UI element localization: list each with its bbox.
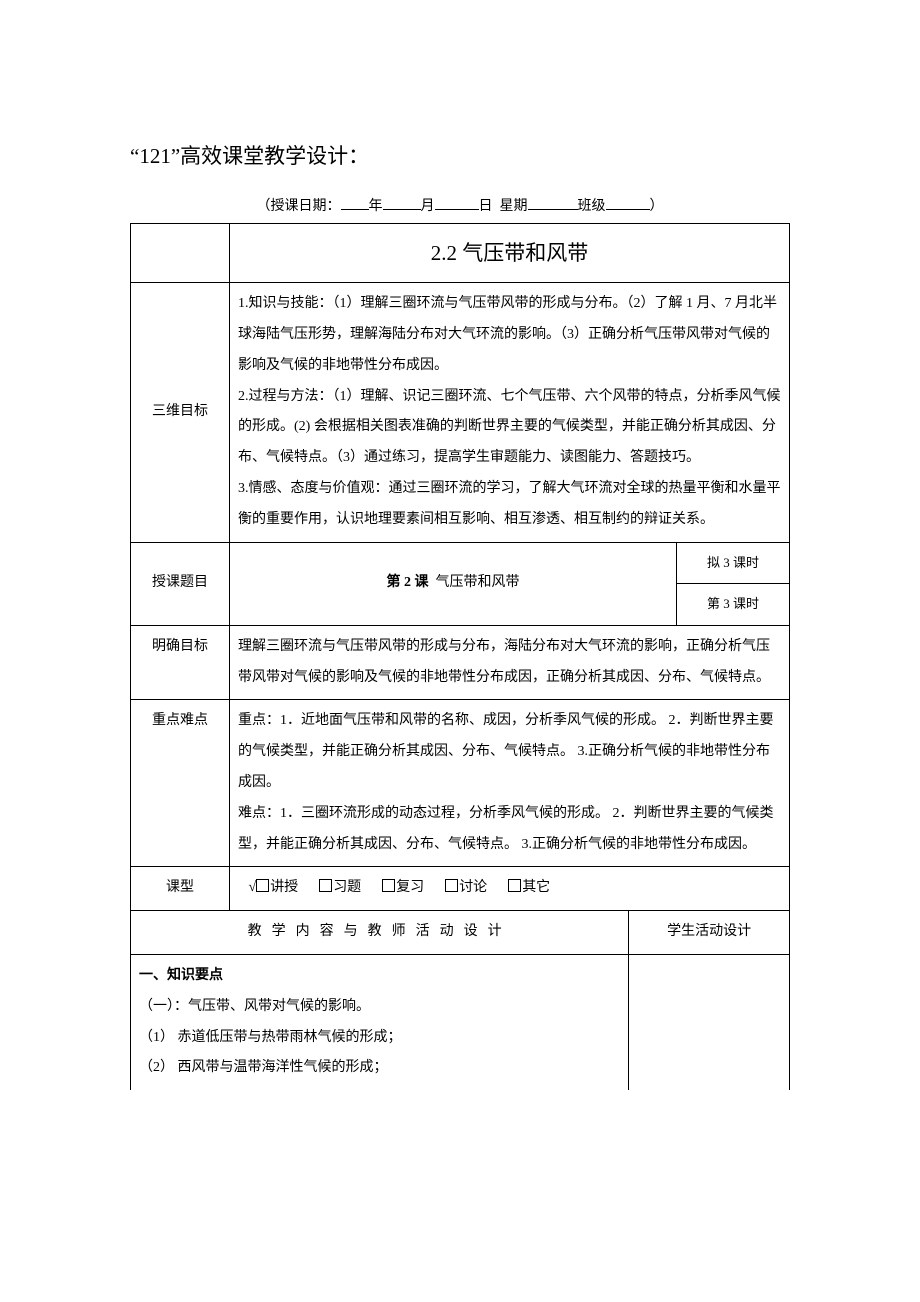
class-label: 班级 [578, 199, 606, 214]
content-p2: （1） 赤道低压带与热带雨林气候的形成； [139, 1023, 620, 1054]
option-review: 复习 [396, 880, 424, 895]
keypoints-label: 重点难点 [131, 700, 230, 867]
weekday-label: 星期 [500, 199, 528, 214]
keypoints-row: 重点难点 重点：1．近地面气压带和风带的名称、成因，分析季风气候的形成。 2．判… [131, 700, 790, 867]
option-discuss: 讨论 [459, 880, 487, 895]
checkbox-icon [319, 879, 332, 892]
goals-content: 1.知识与技能：（1）理解三圈环流与气压带风带的形成与分布。（2）了解 1 月、… [238, 296, 781, 527]
year-blank [341, 194, 369, 210]
period-plan: 拟 3 课时 [677, 542, 790, 584]
lesson-plan-table: 2.2 气压带和风带 三维目标 1.知识与技能：（1）理解三圈环流与气压带风带的… [130, 223, 790, 1090]
content-p1: （一）：气压带、风带对气候的影响。 [139, 992, 620, 1023]
year-label: 年 [369, 199, 383, 214]
content-left: 一、知识要点 （一）：气压带、风带对气候的影响。 （1） 赤道低压带与热带雨林气… [131, 954, 629, 1090]
date-line: （授课日期： 年 月 日 星期 班级 ） [130, 194, 790, 215]
content-h1: 一、知识要点 [139, 961, 620, 992]
checkbox-icon [382, 879, 395, 892]
lesson-cell: 第 2 课 气压带和风带 [230, 542, 677, 625]
option-lecture: 讲授 [270, 880, 298, 895]
content-header-row: 教学内容与教师活动设计 学生活动设计 [131, 911, 790, 955]
checkbox-icon [445, 879, 458, 892]
section-title: 2.2 气压带和风带 [230, 224, 790, 283]
check-mark: √ [249, 880, 257, 895]
checkbox-icon [256, 879, 269, 892]
keypoints-text: 重点：1．近地面气压带和风带的名称、成因，分析季风气候的形成。 2．判断世界主要… [230, 700, 790, 867]
goals-row: 三维目标 1.知识与技能：（1）理解三圈环流与气压带风带的形成与分布。（2）了解… [131, 283, 790, 542]
content-p3: （2） 西风带与温带海洋性气候的形成； [139, 1053, 620, 1084]
option-other: 其它 [522, 880, 550, 895]
month-label: 月 [421, 199, 435, 214]
objective-text: 理解三圈环流与气压带风带的形成与分布，海陆分布对大气环流的影响，正确分析气压带风… [230, 625, 790, 700]
checkbox-icon [508, 879, 521, 892]
keypoints-content: 重点：1．近地面气压带和风带的名称、成因，分析季风气候的形成。 2．判断世界主要… [238, 713, 774, 851]
topic-label: 授课题目 [131, 542, 230, 625]
weekday-blank [528, 194, 578, 210]
lesson-prefix: 第 2 课 [387, 575, 429, 590]
day-blank [435, 194, 479, 210]
goals-label: 三维目标 [131, 283, 230, 542]
objective-label: 明确目标 [131, 625, 230, 700]
class-blank [606, 194, 650, 210]
title-row: 2.2 气压带和风带 [131, 224, 790, 283]
date-suffix: ） [650, 199, 664, 214]
goals-text: 1.知识与技能：（1）理解三圈环流与气压带风带的形成与分布。（2）了解 1 月、… [230, 283, 790, 542]
lesson-name: 气压带和风带 [436, 575, 520, 590]
day-label: 日 [479, 199, 493, 214]
objective-row: 明确目标 理解三圈环流与气压带风带的形成与分布，海陆分布对大气环流的影响，正确分… [131, 625, 790, 700]
content-right [629, 954, 790, 1090]
class-type-options: √ 讲授 习题 复习 讨论 其它 [230, 867, 790, 911]
topic-row-1: 授课题目 第 2 课 气压带和风带 拟 3 课时 [131, 542, 790, 584]
student-header: 学生活动设计 [629, 911, 790, 955]
title-left-spacer [131, 224, 230, 283]
month-blank [383, 194, 421, 210]
period-num: 第 3 课时 [677, 584, 790, 626]
class-type-row: 课型 √ 讲授 习题 复习 讨论 其它 [131, 867, 790, 911]
document-title: “121”高效课堂教学设计： [130, 140, 790, 170]
teach-header: 教学内容与教师活动设计 [131, 911, 629, 955]
content-row: 一、知识要点 （一）：气压带、风带对气候的影响。 （1） 赤道低压带与热带雨林气… [131, 954, 790, 1090]
option-exercise: 习题 [333, 880, 361, 895]
date-prefix: （授课日期： [257, 199, 341, 214]
class-type-label: 课型 [131, 867, 230, 911]
